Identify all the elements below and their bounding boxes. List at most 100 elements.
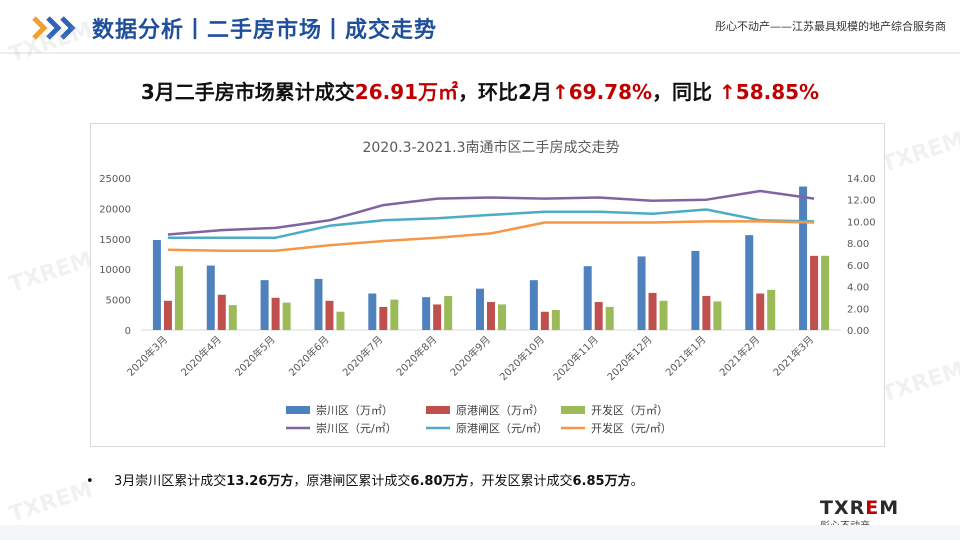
bar-0-2 [260, 280, 269, 330]
up-arrow-icon: ↑ [719, 80, 736, 104]
bar-1-8 [594, 302, 603, 330]
x-tick-label: 2021年3月 [770, 333, 816, 379]
x-tick-label: 2020年8月 [393, 333, 439, 379]
legend-label: 原港闸区（万㎡） [456, 404, 544, 417]
bar-0-1 [206, 265, 215, 330]
company-tagline: 彤心不动产——江苏最具规模的地产综合服务商 [715, 20, 946, 33]
x-tick-label: 2020年4月 [178, 333, 224, 379]
bar-1-4 [379, 306, 388, 330]
note-text-a: 3月崇川区累计成交 [114, 474, 227, 489]
legend-swatch-bar-2 [561, 406, 585, 414]
chevron-logo-icon [32, 16, 76, 40]
y-left-tick-label: 20000 [99, 204, 131, 215]
legend-label: 开发区（万㎡） [591, 403, 668, 417]
bar-2-10 [713, 301, 722, 330]
headline-volume: 26.91万㎡ [354, 80, 459, 104]
y-right-tick-label: 14.00 [847, 174, 876, 185]
y-left-tick-label: 5000 [106, 296, 131, 307]
bar-1-2 [271, 297, 280, 330]
y-right-tick-label: 6.00 [847, 261, 869, 272]
bar-1-0 [163, 300, 172, 330]
summary-note: • 3月崇川区累计成交13.26万方，原港闸区累计成交6.80万方，开发区累计成交… [86, 470, 644, 489]
bar-1-7 [540, 311, 549, 330]
headline-summary: 3月二手房市场累计成交26.91万㎡，环比2月↑69.78%，同比 ↑58.85… [0, 76, 960, 105]
bar-2-6 [498, 304, 506, 330]
bar-2-5 [444, 295, 453, 330]
bottom-bar [0, 525, 960, 540]
bar-1-12 [810, 255, 819, 330]
line-series-0 [167, 189, 815, 236]
x-tick-label: 2020年7月 [340, 333, 386, 379]
bar-2-1 [228, 305, 237, 330]
legend-swatch-bar-0 [286, 406, 310, 414]
bar-1-11 [756, 293, 765, 330]
bar-0-7 [529, 280, 538, 330]
y-right-tick-label: 0.00 [847, 326, 869, 337]
chart-title: 2020.3-2021.3南通市区二手房成交走势 [362, 139, 619, 156]
bar-2-9 [659, 300, 668, 330]
y-right-tick-label: 4.00 [847, 283, 869, 294]
bar-2-2 [282, 302, 291, 330]
bar-2-3 [336, 311, 345, 330]
note-value-c: 6.85万方 [572, 474, 631, 489]
bar-0-10 [691, 250, 700, 330]
watermark: TXREM [878, 127, 960, 178]
bar-1-5 [433, 304, 442, 330]
x-tick-label: 2020年11月 [550, 333, 600, 383]
x-tick-label: 2021年2月 [717, 333, 763, 379]
bar-2-8 [605, 306, 614, 330]
y-left-tick-label: 10000 [99, 265, 131, 276]
legend-swatch-bar-1 [426, 406, 450, 414]
logo-text-c: M [879, 497, 900, 519]
legend-label: 开发区（元/㎡） [591, 421, 672, 435]
headline-yoy-value: 58.85% [735, 80, 820, 104]
watermark: TXREM [878, 357, 960, 408]
up-arrow-icon: ↑ [551, 80, 569, 104]
note-text-b: ，原港闸区累计成交 [293, 474, 411, 489]
x-tick-label: 2020年5月 [232, 333, 278, 379]
bar-0-8 [583, 266, 592, 330]
x-tick-label: 2020年9月 [447, 333, 493, 379]
y-left-tick-label: 25000 [99, 174, 131, 185]
headline-mom-label: ，环比2月 [458, 80, 552, 104]
note-text-c: ，开发区累计成交 [468, 474, 573, 489]
watermark: TXREM [6, 247, 96, 298]
x-tick-label: 2020年12月 [604, 333, 654, 383]
watermark: TXREM [6, 477, 96, 528]
y-right-tick-label: 8.00 [847, 239, 869, 250]
line-series-1 [167, 208, 815, 239]
header-divider [0, 52, 960, 54]
y-left-tick-label: 15000 [99, 235, 131, 246]
bullet-icon: • [86, 474, 94, 489]
bar-1-1 [217, 294, 226, 330]
chart-container: 2020.3-2021.3南通市区二手房成交走势 0 5000 10000 15000 2… [90, 123, 885, 447]
x-tick-label: 2020年3月 [124, 333, 170, 379]
y-left-tick-label: 0 [125, 326, 131, 337]
bar-0-5 [422, 297, 431, 330]
headline-yoy-label: ，同比 [652, 80, 720, 104]
legend-label: 崇川区（万㎡） [316, 404, 393, 417]
bar-2-12 [821, 255, 830, 330]
x-tick-label: 2020年6月 [286, 333, 332, 379]
bar-2-11 [767, 289, 776, 330]
bar-2-7 [551, 309, 560, 330]
note-text-d: 。 [630, 474, 644, 489]
headline-mom-value: 69.78% [568, 80, 653, 104]
bar-1-6 [487, 302, 495, 330]
bar-2-4 [390, 299, 399, 330]
bar-1-10 [702, 295, 711, 330]
bar-0-11 [745, 235, 754, 330]
y-right-tick-label: 10.00 [847, 217, 876, 228]
line-series-2 [167, 220, 815, 252]
bar-0-6 [476, 288, 484, 330]
legend-label: 崇川区（元/㎡） [316, 422, 397, 435]
headline-prefix: 3月二手房市场累计成交 [140, 80, 355, 104]
bar-1-9 [648, 292, 657, 330]
note-value-b: 6.80万方 [410, 474, 469, 489]
x-tick-label: 2021年1月 [663, 333, 709, 379]
bar-2-0 [174, 266, 183, 330]
logo-text-b: E [865, 497, 880, 519]
page-title: 数据分析丨二手房市场丨成交走势 [92, 18, 438, 43]
bar-0-4 [368, 293, 377, 330]
bar-0-3 [314, 278, 323, 330]
